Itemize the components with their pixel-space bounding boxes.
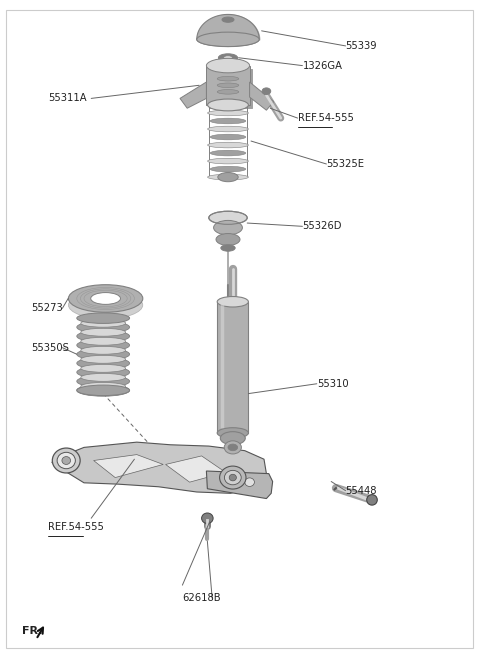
Ellipse shape — [210, 118, 246, 124]
Ellipse shape — [81, 373, 126, 381]
Polygon shape — [180, 82, 206, 108]
Ellipse shape — [210, 150, 246, 156]
Ellipse shape — [217, 428, 249, 438]
Polygon shape — [206, 471, 273, 499]
Ellipse shape — [228, 444, 238, 451]
Ellipse shape — [81, 337, 126, 345]
Ellipse shape — [224, 56, 232, 60]
Ellipse shape — [81, 319, 126, 327]
Ellipse shape — [220, 432, 245, 445]
Ellipse shape — [77, 385, 130, 396]
Ellipse shape — [207, 142, 249, 148]
Ellipse shape — [81, 346, 126, 354]
Ellipse shape — [229, 474, 236, 481]
Ellipse shape — [217, 76, 239, 81]
Ellipse shape — [217, 297, 249, 307]
Ellipse shape — [262, 88, 271, 94]
Ellipse shape — [210, 134, 246, 140]
Ellipse shape — [218, 54, 238, 62]
Ellipse shape — [217, 83, 239, 87]
Ellipse shape — [91, 293, 120, 304]
Ellipse shape — [207, 110, 249, 115]
Text: REF.54-555: REF.54-555 — [48, 522, 104, 533]
Text: 55273: 55273 — [31, 303, 63, 314]
Polygon shape — [250, 82, 274, 110]
Ellipse shape — [224, 441, 241, 454]
Ellipse shape — [216, 234, 240, 245]
Polygon shape — [166, 456, 226, 482]
Ellipse shape — [197, 32, 259, 47]
Ellipse shape — [62, 457, 71, 464]
Ellipse shape — [222, 17, 234, 22]
Ellipse shape — [68, 291, 143, 319]
Ellipse shape — [367, 495, 377, 505]
Text: 55311A: 55311A — [48, 93, 86, 104]
Ellipse shape — [52, 448, 80, 473]
Ellipse shape — [77, 366, 130, 378]
Ellipse shape — [218, 173, 238, 182]
Ellipse shape — [197, 32, 259, 47]
Bar — [209, 69, 252, 108]
Ellipse shape — [77, 384, 130, 396]
Ellipse shape — [81, 328, 126, 336]
Ellipse shape — [57, 453, 75, 468]
Ellipse shape — [224, 470, 241, 485]
Ellipse shape — [81, 382, 126, 390]
Ellipse shape — [220, 476, 231, 485]
Ellipse shape — [77, 348, 130, 360]
Ellipse shape — [217, 89, 239, 94]
Ellipse shape — [77, 321, 130, 333]
Ellipse shape — [77, 358, 130, 369]
Ellipse shape — [209, 211, 247, 224]
Ellipse shape — [219, 466, 246, 489]
Ellipse shape — [202, 513, 213, 523]
Text: 55448: 55448 — [346, 485, 377, 496]
Text: 55325E: 55325E — [326, 159, 364, 169]
Ellipse shape — [77, 375, 130, 387]
Ellipse shape — [207, 126, 249, 132]
Ellipse shape — [207, 174, 249, 180]
Text: 55339: 55339 — [346, 41, 377, 51]
Text: 55326D: 55326D — [302, 221, 342, 232]
Ellipse shape — [206, 58, 250, 73]
Ellipse shape — [210, 166, 246, 172]
Ellipse shape — [221, 245, 235, 251]
Ellipse shape — [245, 478, 254, 487]
Text: 55350S: 55350S — [31, 342, 69, 353]
Ellipse shape — [77, 313, 130, 323]
Text: 1326GA: 1326GA — [302, 60, 342, 71]
Bar — [206, 66, 250, 105]
Text: 55310: 55310 — [317, 379, 348, 389]
Text: REF.54-555: REF.54-555 — [298, 113, 353, 123]
Ellipse shape — [207, 158, 249, 164]
Polygon shape — [52, 442, 266, 493]
Ellipse shape — [77, 330, 130, 342]
Ellipse shape — [81, 364, 126, 372]
Text: 62618B: 62618B — [182, 593, 221, 604]
Ellipse shape — [68, 285, 143, 312]
Polygon shape — [94, 455, 163, 478]
Bar — [217, 302, 249, 433]
Ellipse shape — [81, 356, 126, 363]
Ellipse shape — [207, 99, 249, 111]
Text: FR.: FR. — [22, 626, 42, 636]
Ellipse shape — [77, 339, 130, 351]
Ellipse shape — [214, 220, 242, 235]
